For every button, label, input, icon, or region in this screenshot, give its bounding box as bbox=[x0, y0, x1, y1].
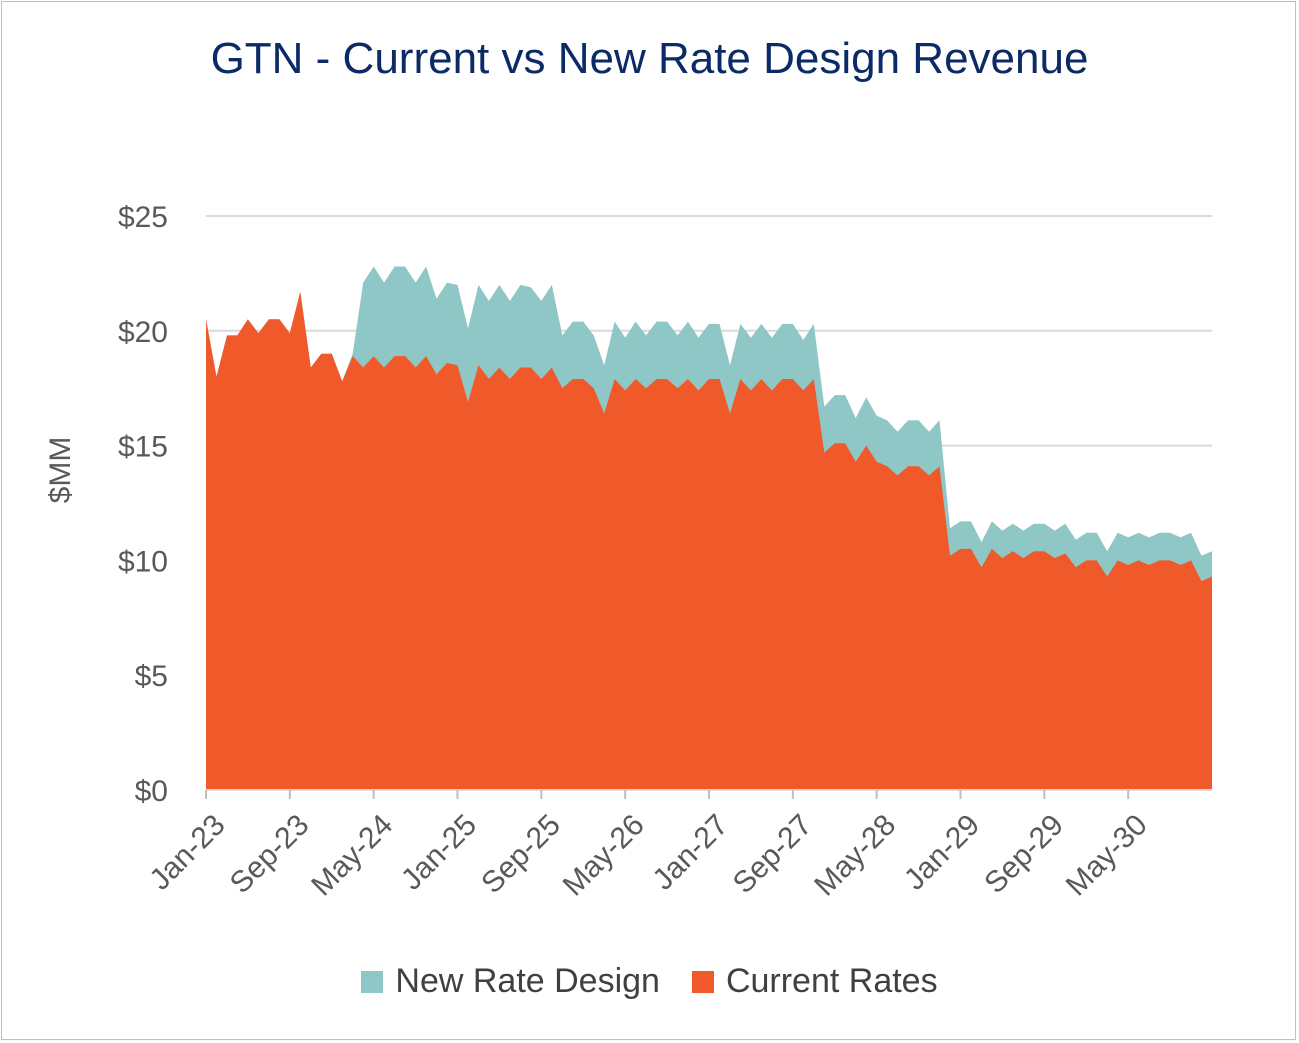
legend-item-new-rate-design: New Rate Design bbox=[361, 962, 660, 1001]
x-tick-label: Jan-29 bbox=[898, 808, 986, 896]
y-axis-label: $MM bbox=[44, 437, 77, 504]
x-tick-label: May-24 bbox=[305, 808, 399, 902]
x-tick-label: Jan-25 bbox=[395, 808, 483, 896]
y-tick-label: $20 bbox=[118, 316, 168, 349]
x-tick-label: Jan-27 bbox=[646, 808, 734, 896]
y-tick-label: $10 bbox=[118, 545, 168, 578]
x-tick-label: Jan-23 bbox=[143, 808, 231, 896]
y-axis-ticks: $0 $5 $10 $15 $20 $25 bbox=[118, 201, 168, 808]
legend-item-current-rates: Current Rates bbox=[691, 962, 938, 1001]
y-tick-label: $5 bbox=[135, 660, 168, 693]
legend-label-current-rates: Current Rates bbox=[725, 962, 938, 1000]
legend-swatch-new-rate-design bbox=[361, 970, 384, 993]
x-tick-label: Sep-29 bbox=[978, 808, 1070, 900]
chart-title: GTN - Current vs New Rate Design Revenue bbox=[210, 34, 1089, 83]
legend-label-new-rate-design: New Rate Design bbox=[395, 962, 660, 1000]
x-tick-label: May-26 bbox=[557, 808, 651, 902]
x-axis: Jan-23Sep-23May-24Jan-25Sep-25May-26Jan-… bbox=[143, 789, 1212, 902]
x-tick-label: May-30 bbox=[1060, 808, 1154, 902]
x-tick-label: Sep-27 bbox=[727, 808, 819, 900]
y-tick-label: $0 bbox=[135, 775, 168, 808]
area-series bbox=[206, 266, 1212, 790]
legend: New Rate Design Current Rates bbox=[0, 962, 1299, 1001]
y-tick-label: $25 bbox=[118, 201, 168, 234]
x-tick-label: Sep-25 bbox=[475, 808, 567, 900]
series-area-current-rates bbox=[206, 291, 1212, 790]
x-tick-label: May-28 bbox=[808, 808, 902, 902]
y-tick-label: $15 bbox=[118, 431, 168, 464]
x-tick-label: Sep-23 bbox=[224, 808, 316, 900]
legend-swatch-current-rates bbox=[691, 970, 714, 993]
